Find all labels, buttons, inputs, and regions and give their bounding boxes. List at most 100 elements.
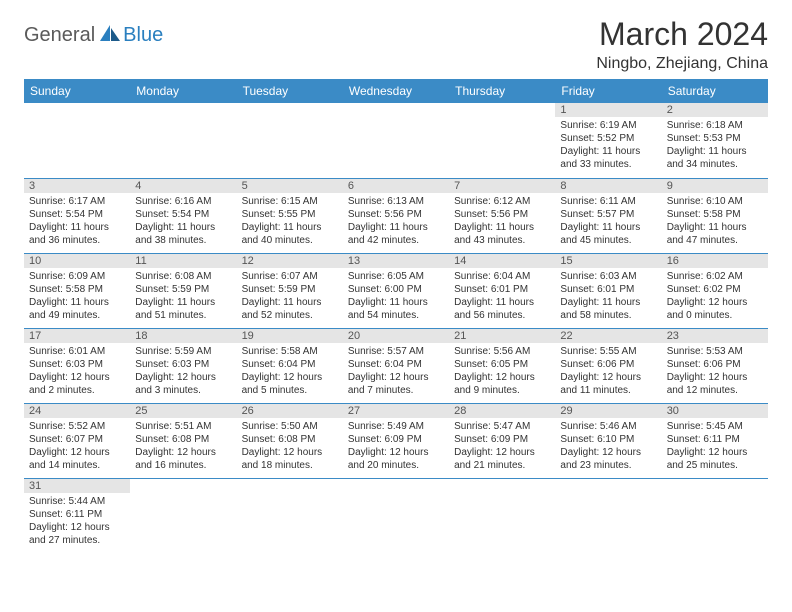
sunset-text: Sunset: 6:06 PM [560, 358, 656, 371]
day-number: 15 [555, 254, 661, 268]
calendar-cell: 2Sunrise: 6:18 AMSunset: 5:53 PMDaylight… [662, 103, 768, 178]
sunrise-text: Sunrise: 6:01 AM [29, 345, 125, 358]
daylight-text: Daylight: 11 hours [242, 296, 338, 309]
daylight-text: Daylight: 11 hours [454, 221, 550, 234]
sunrise-text: Sunrise: 6:04 AM [454, 270, 550, 283]
day-number: 14 [449, 254, 555, 268]
calendar-week-row: 31Sunrise: 5:44 AMSunset: 6:11 PMDayligh… [24, 478, 768, 553]
daylight-text: and 56 minutes. [454, 309, 550, 322]
sunrise-text: Sunrise: 6:10 AM [667, 195, 763, 208]
daylight-text: Daylight: 12 hours [348, 446, 444, 459]
sunrise-text: Sunrise: 6:18 AM [667, 119, 763, 132]
sunset-text: Sunset: 6:10 PM [560, 433, 656, 446]
daylight-text: Daylight: 12 hours [667, 296, 763, 309]
daylight-text: Daylight: 11 hours [560, 145, 656, 158]
sunset-text: Sunset: 6:04 PM [348, 358, 444, 371]
daylight-text: Daylight: 11 hours [29, 296, 125, 309]
brand-text-blue: Blue [123, 24, 163, 47]
daylight-text: Daylight: 12 hours [348, 371, 444, 384]
sunset-text: Sunset: 6:11 PM [667, 433, 763, 446]
daylight-text: and 42 minutes. [348, 234, 444, 247]
daylight-text: Daylight: 12 hours [242, 446, 338, 459]
sunset-text: Sunset: 5:54 PM [29, 208, 125, 221]
calendar-cell [130, 103, 236, 178]
calendar-cell [24, 103, 130, 178]
calendar-cell: 7Sunrise: 6:12 AMSunset: 5:56 PMDaylight… [449, 178, 555, 253]
day-number: 31 [24, 479, 130, 493]
day-number: 10 [24, 254, 130, 268]
daylight-text: Daylight: 12 hours [29, 371, 125, 384]
sunrise-text: Sunrise: 5:46 AM [560, 420, 656, 433]
calendar-cell: 19Sunrise: 5:58 AMSunset: 6:04 PMDayligh… [237, 328, 343, 403]
sunset-text: Sunset: 6:02 PM [667, 283, 763, 296]
daylight-text: Daylight: 12 hours [454, 371, 550, 384]
daylight-text: and 12 minutes. [667, 384, 763, 397]
calendar-cell: 16Sunrise: 6:02 AMSunset: 6:02 PMDayligh… [662, 253, 768, 328]
calendar-cell [662, 478, 768, 553]
daylight-text: Daylight: 11 hours [135, 296, 231, 309]
calendar-cell: 29Sunrise: 5:46 AMSunset: 6:10 PMDayligh… [555, 403, 661, 478]
sunrise-text: Sunrise: 5:52 AM [29, 420, 125, 433]
calendar-cell [343, 478, 449, 553]
day-number: 25 [130, 404, 236, 418]
brand-text-general: General [24, 24, 95, 47]
calendar-cell: 23Sunrise: 5:53 AMSunset: 6:06 PMDayligh… [662, 328, 768, 403]
sunset-text: Sunset: 5:56 PM [454, 208, 550, 221]
sunrise-text: Sunrise: 5:47 AM [454, 420, 550, 433]
calendar-week-row: 1Sunrise: 6:19 AMSunset: 5:52 PMDaylight… [24, 103, 768, 178]
calendar-cell: 4 Sunrise: 6:16 AMSunset: 5:54 PMDaylight… [130, 178, 236, 253]
daylight-text: and 16 minutes. [135, 459, 231, 472]
sunrise-text: Sunrise: 5:53 AM [667, 345, 763, 358]
sunrise-text: Sunrise: 6:05 AM [348, 270, 444, 283]
daylight-text: and 3 minutes. [135, 384, 231, 397]
sunrise-text: Sunrise: 6:16 AM [135, 195, 231, 208]
calendar-cell: 30Sunrise: 5:45 AMSunset: 6:11 PMDayligh… [662, 403, 768, 478]
day-number: 17 [24, 329, 130, 343]
day-number: 7 [449, 179, 555, 193]
daylight-text: and 25 minutes. [667, 459, 763, 472]
day-header: Thursday [449, 79, 555, 103]
calendar-cell: 27Sunrise: 5:49 AMSunset: 6:09 PMDayligh… [343, 403, 449, 478]
day-header: Saturday [662, 79, 768, 103]
daylight-text: Daylight: 11 hours [135, 221, 231, 234]
daylight-text: and 33 minutes. [560, 158, 656, 171]
calendar-cell: 3Sunrise: 6:17 AMSunset: 5:54 PMDaylight… [24, 178, 130, 253]
calendar-cell: 18Sunrise: 5:59 AMSunset: 6:03 PMDayligh… [130, 328, 236, 403]
daylight-text: and 0 minutes. [667, 309, 763, 322]
daylight-text: and 27 minutes. [29, 534, 125, 547]
sunrise-text: Sunrise: 5:44 AM [29, 495, 125, 508]
daylight-text: and 2 minutes. [29, 384, 125, 397]
daylight-text: Daylight: 12 hours [454, 446, 550, 459]
calendar-cell: 12Sunrise: 6:07 AMSunset: 5:59 PMDayligh… [237, 253, 343, 328]
sunset-text: Sunset: 6:00 PM [348, 283, 444, 296]
daylight-text: Daylight: 12 hours [667, 446, 763, 459]
calendar-cell: 6Sunrise: 6:13 AMSunset: 5:56 PMDaylight… [343, 178, 449, 253]
daylight-text: and 21 minutes. [454, 459, 550, 472]
calendar-cell [449, 103, 555, 178]
day-number: 22 [555, 329, 661, 343]
calendar-cell: 5Sunrise: 6:15 AMSunset: 5:55 PMDaylight… [237, 178, 343, 253]
day-number: 2 [662, 103, 768, 117]
brand-logo: General Blue [24, 16, 163, 47]
day-number: 4 [130, 179, 236, 193]
sunset-text: Sunset: 5:53 PM [667, 132, 763, 145]
daylight-text: Daylight: 11 hours [454, 296, 550, 309]
day-header: Sunday [24, 79, 130, 103]
daylight-text: and 7 minutes. [348, 384, 444, 397]
day-number: 6 [343, 179, 449, 193]
calendar-cell: 8Sunrise: 6:11 AMSunset: 5:57 PMDaylight… [555, 178, 661, 253]
calendar-cell: 24Sunrise: 5:52 AMSunset: 6:07 PMDayligh… [24, 403, 130, 478]
calendar-week-row: 3Sunrise: 6:17 AMSunset: 5:54 PMDaylight… [24, 178, 768, 253]
sunset-text: Sunset: 6:09 PM [454, 433, 550, 446]
daylight-text: Daylight: 12 hours [242, 371, 338, 384]
sunrise-text: Sunrise: 6:19 AM [560, 119, 656, 132]
daylight-text: Daylight: 12 hours [29, 521, 125, 534]
sunset-text: Sunset: 6:04 PM [242, 358, 338, 371]
sunset-text: Sunset: 5:57 PM [560, 208, 656, 221]
sunset-text: Sunset: 5:54 PM [135, 208, 231, 221]
calendar-cell [237, 103, 343, 178]
sunset-text: Sunset: 5:55 PM [242, 208, 338, 221]
sunrise-text: Sunrise: 5:45 AM [667, 420, 763, 433]
calendar-cell: 26Sunrise: 5:50 AMSunset: 6:08 PMDayligh… [237, 403, 343, 478]
day-number: 13 [343, 254, 449, 268]
